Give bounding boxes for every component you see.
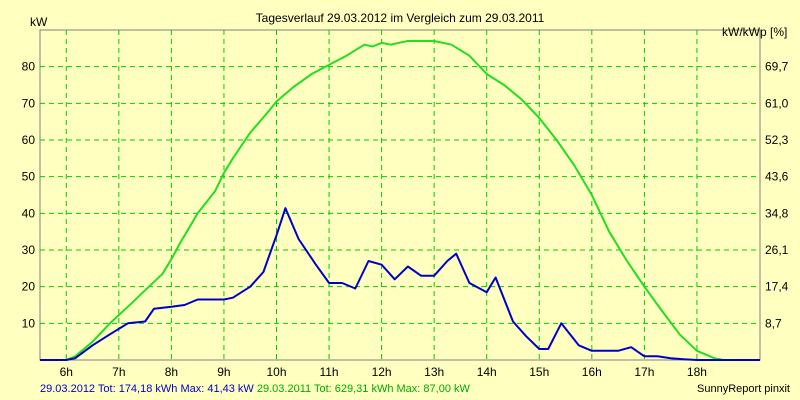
series-line-29-03-2012 bbox=[40, 207, 760, 361]
x-axis: 6h 7h 8h 9h 10h 11h 12h 13h 14h 15h 16h 17h 18h bbox=[60, 365, 707, 379]
y-left-tick-label: 60 bbox=[22, 133, 36, 147]
x-tick-label: 13h bbox=[424, 365, 444, 379]
y-left-tick-label: 10 bbox=[22, 316, 36, 330]
y-left-tick-label: 30 bbox=[22, 243, 36, 257]
x-tick-label: 18h bbox=[687, 365, 707, 379]
footer-summary: 29.03.2012 Tot: 174,18 kWh Max: 41,43 kW… bbox=[40, 383, 470, 395]
y-left-tick-label: 50 bbox=[22, 170, 36, 184]
series-2012-summary: 29.03.2012 Tot: 174,18 kWh Max: 41,43 kW bbox=[40, 383, 254, 395]
x-tick-label: 10h bbox=[266, 365, 286, 379]
y-left-tick-label: 20 bbox=[22, 280, 36, 294]
x-tick-label: 15h bbox=[529, 365, 549, 379]
y-left-tick-label: 80 bbox=[22, 60, 36, 74]
y-right-tick-label: 61,0 bbox=[765, 96, 789, 110]
x-tick-label: 16h bbox=[582, 365, 602, 379]
x-tick-label: 17h bbox=[634, 365, 654, 379]
x-tick-label: 6h bbox=[60, 365, 73, 379]
x-tick-label: 12h bbox=[372, 365, 392, 379]
y-axis-right: 8,7 17,4 26,1 34,8 43,6 52,3 61,0 69,7 bbox=[765, 60, 789, 331]
series-layer bbox=[40, 40, 760, 361]
x-tick-label: 11h bbox=[319, 365, 338, 379]
y-right-tick-label: 34,8 bbox=[765, 206, 789, 220]
series-line-29-03-2011 bbox=[40, 40, 760, 361]
y-right-tick-label: 69,7 bbox=[765, 60, 789, 74]
y-right-tick-label: 52,3 bbox=[765, 133, 789, 147]
x-tick-label: 7h bbox=[112, 365, 125, 379]
y-right-tick-label: 17,4 bbox=[765, 280, 789, 294]
y-axis-left: 10 20 30 40 50 60 70 80 bbox=[22, 60, 36, 331]
y-axis-left-label: kW bbox=[30, 15, 48, 29]
y-left-tick-label: 40 bbox=[22, 206, 36, 220]
x-tick-label: 9h bbox=[217, 365, 230, 379]
y-right-tick-label: 8,7 bbox=[765, 316, 782, 330]
chart-title: Tagesverlauf 29.03.2012 im Vergleich zum… bbox=[256, 11, 545, 25]
credit-text: SunnyReport pinxit bbox=[697, 383, 790, 395]
grid bbox=[40, 30, 760, 360]
y-left-tick-label: 70 bbox=[22, 96, 36, 110]
x-tick-label: 14h bbox=[477, 365, 497, 379]
series-2011-summary: 29.03.2011 Tot: 629,31 kWh Max: 87,00 kW bbox=[256, 383, 470, 395]
x-tick-label: 8h bbox=[165, 365, 178, 379]
plot-area bbox=[39, 29, 761, 361]
y-right-tick-label: 26,1 bbox=[765, 243, 789, 257]
y-right-tick-label: 43,6 bbox=[765, 170, 789, 184]
y-axis-right-label: kW/kWp [%] bbox=[722, 25, 787, 39]
